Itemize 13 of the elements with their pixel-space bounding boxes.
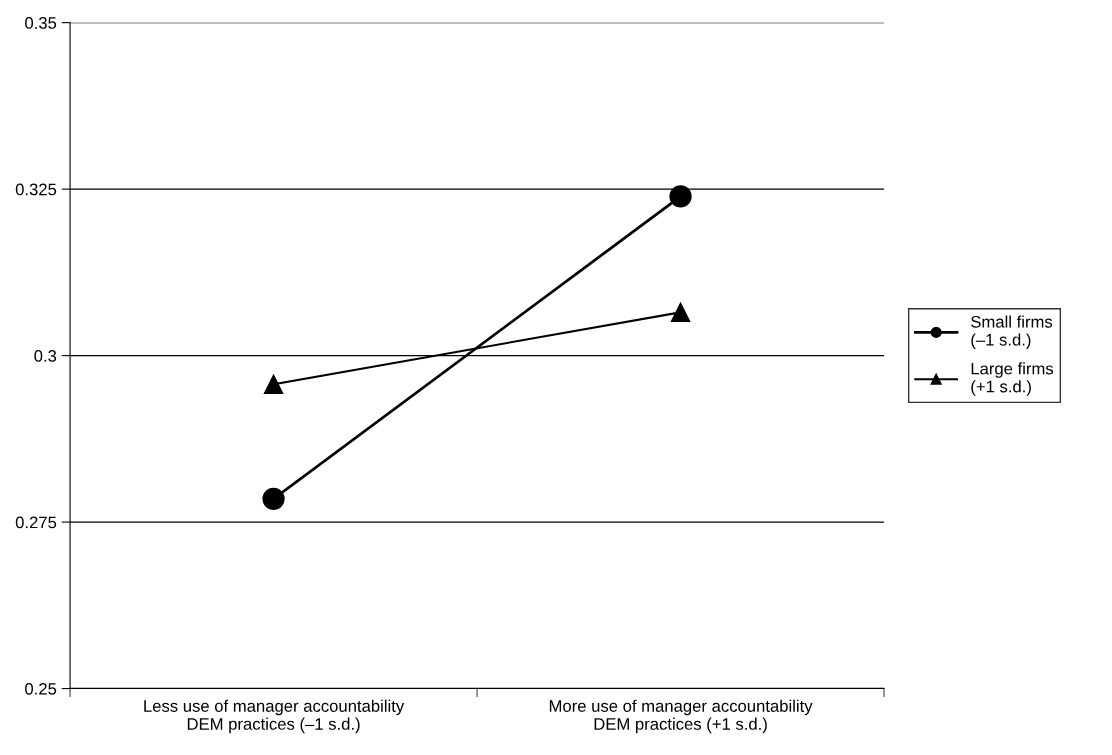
y-tick-label: 0.25 [25, 682, 57, 695]
point [263, 374, 284, 394]
y-tick-label: 0.275 [15, 516, 57, 529]
point [669, 185, 692, 208]
x-tick-label: Less use of manager accountability DEM practices (–1 s.d.) [144, 699, 405, 734]
x-tick-label: More use of manager accountability DEM practices (+1 s.d.) [549, 699, 813, 734]
y-tick-label: 0.35 [25, 17, 57, 29]
point [670, 302, 691, 323]
legend-label: Large firms (+1 s.d.) [971, 362, 1054, 396]
point [262, 487, 285, 510]
legend-label: Small firms (–1 s.d.) [971, 315, 1053, 349]
y-tick-label: 0.325 [15, 183, 57, 196]
y-tick-label: 0.3 [34, 350, 57, 362]
